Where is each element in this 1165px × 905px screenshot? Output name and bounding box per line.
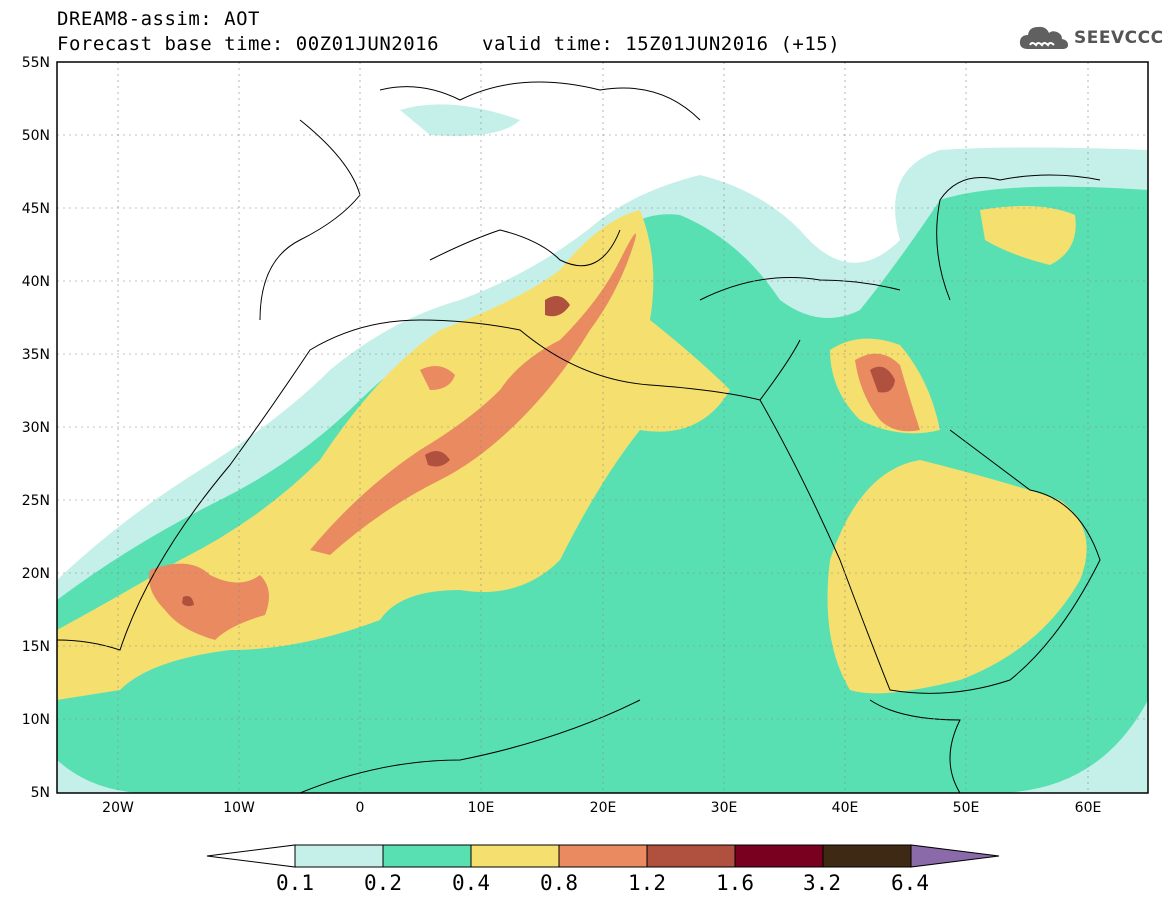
- colorbar-swatch: [470, 844, 560, 868]
- aot-area-yellow-arabia: [827, 460, 1087, 694]
- colorbar-label: 0.2: [364, 871, 402, 895]
- lat-label: 30N: [22, 420, 50, 436]
- aot-area-yellow-caspian: [980, 206, 1076, 265]
- lat-label: 5N: [31, 785, 50, 801]
- aot-area-brown-iraq: [870, 366, 895, 393]
- map-title: DREAM8-assim: AOT: [57, 8, 260, 30]
- aot-area-orange-libya: [420, 366, 455, 390]
- lat-label: 40N: [22, 274, 50, 290]
- lat-label: 55N: [22, 55, 50, 71]
- colorbar-swatches: [206, 844, 1000, 868]
- lon-label: 60E: [1075, 800, 1102, 816]
- aot-area-orange: [310, 233, 636, 556]
- colorbar-label: 1.6: [716, 871, 754, 895]
- forecast-base-time: Forecast base time: 00Z01JUN2016: [57, 33, 440, 55]
- lon-label: 30E: [711, 800, 738, 816]
- aot-area-brown-mali: [182, 596, 194, 607]
- lon-label: 40E: [832, 800, 859, 816]
- colorbar-label: 0.1: [276, 871, 314, 895]
- colorbar-swatch: [646, 844, 736, 868]
- colorbar-labels: 0.1 0.2 0.4 0.8 1.2 1.6 3.2 6.4: [276, 871, 929, 895]
- aot-area-yellow: [57, 210, 730, 700]
- lat-label: 20N: [22, 566, 50, 582]
- lon-label: 10W: [223, 800, 255, 816]
- colorbar-arrow-low: [206, 844, 296, 868]
- colorbar-label: 6.4: [891, 871, 929, 895]
- aot-area-brown: [545, 296, 570, 317]
- aot-contours: [57, 62, 1148, 793]
- grid: [57, 62, 1148, 793]
- lat-label: 10N: [22, 712, 50, 728]
- lon-label: 0: [356, 800, 365, 816]
- lon-label: 10E: [468, 800, 495, 816]
- coastlines: [57, 81, 1101, 793]
- colorbar-arrow-high: [910, 844, 1000, 868]
- aot-area-light-north: [400, 104, 520, 136]
- colorbar-swatch: [558, 844, 648, 868]
- map-border: [56, 61, 1149, 794]
- colorbar-swatch: [734, 844, 824, 868]
- colorbar-label: 1.2: [628, 871, 666, 895]
- lat-label: 45N: [22, 201, 50, 217]
- lon-label: 20W: [102, 800, 134, 816]
- lon-label: 50E: [953, 800, 980, 816]
- colorbar-swatch: [822, 844, 912, 868]
- colorbar-swatch: [382, 844, 472, 868]
- colorbar-label: 3.2: [803, 871, 841, 895]
- longitude-labels: 20W 10W 0 10E 20E 30E 40E 50E 60E: [102, 800, 1101, 816]
- lat-label: 15N: [22, 639, 50, 655]
- latitude-labels: 55N 50N 45N 40N 35N 30N 25N 20N 15N 10N …: [22, 55, 50, 801]
- lat-label: 50N: [22, 128, 50, 144]
- colorbar-swatch: [294, 844, 384, 868]
- valid-time: valid time: 15Z01JUN2016 (+15): [482, 33, 841, 55]
- colorbar: 0.1 0.2 0.4 0.8 1.2 1.6 3.2 6.4: [206, 844, 1000, 895]
- colorbar-label: 0.8: [540, 871, 578, 895]
- lon-label: 20E: [590, 800, 617, 816]
- lat-label: 35N: [22, 347, 50, 363]
- cloud-icon: [1019, 26, 1068, 49]
- aot-area-brown-algeria: [425, 451, 450, 467]
- seevccc-logo: SEEVCCC: [1018, 24, 1164, 52]
- colorbar-label: 0.4: [452, 871, 490, 895]
- logo-text: SEEVCCC: [1074, 28, 1164, 48]
- lat-label: 25N: [22, 493, 50, 509]
